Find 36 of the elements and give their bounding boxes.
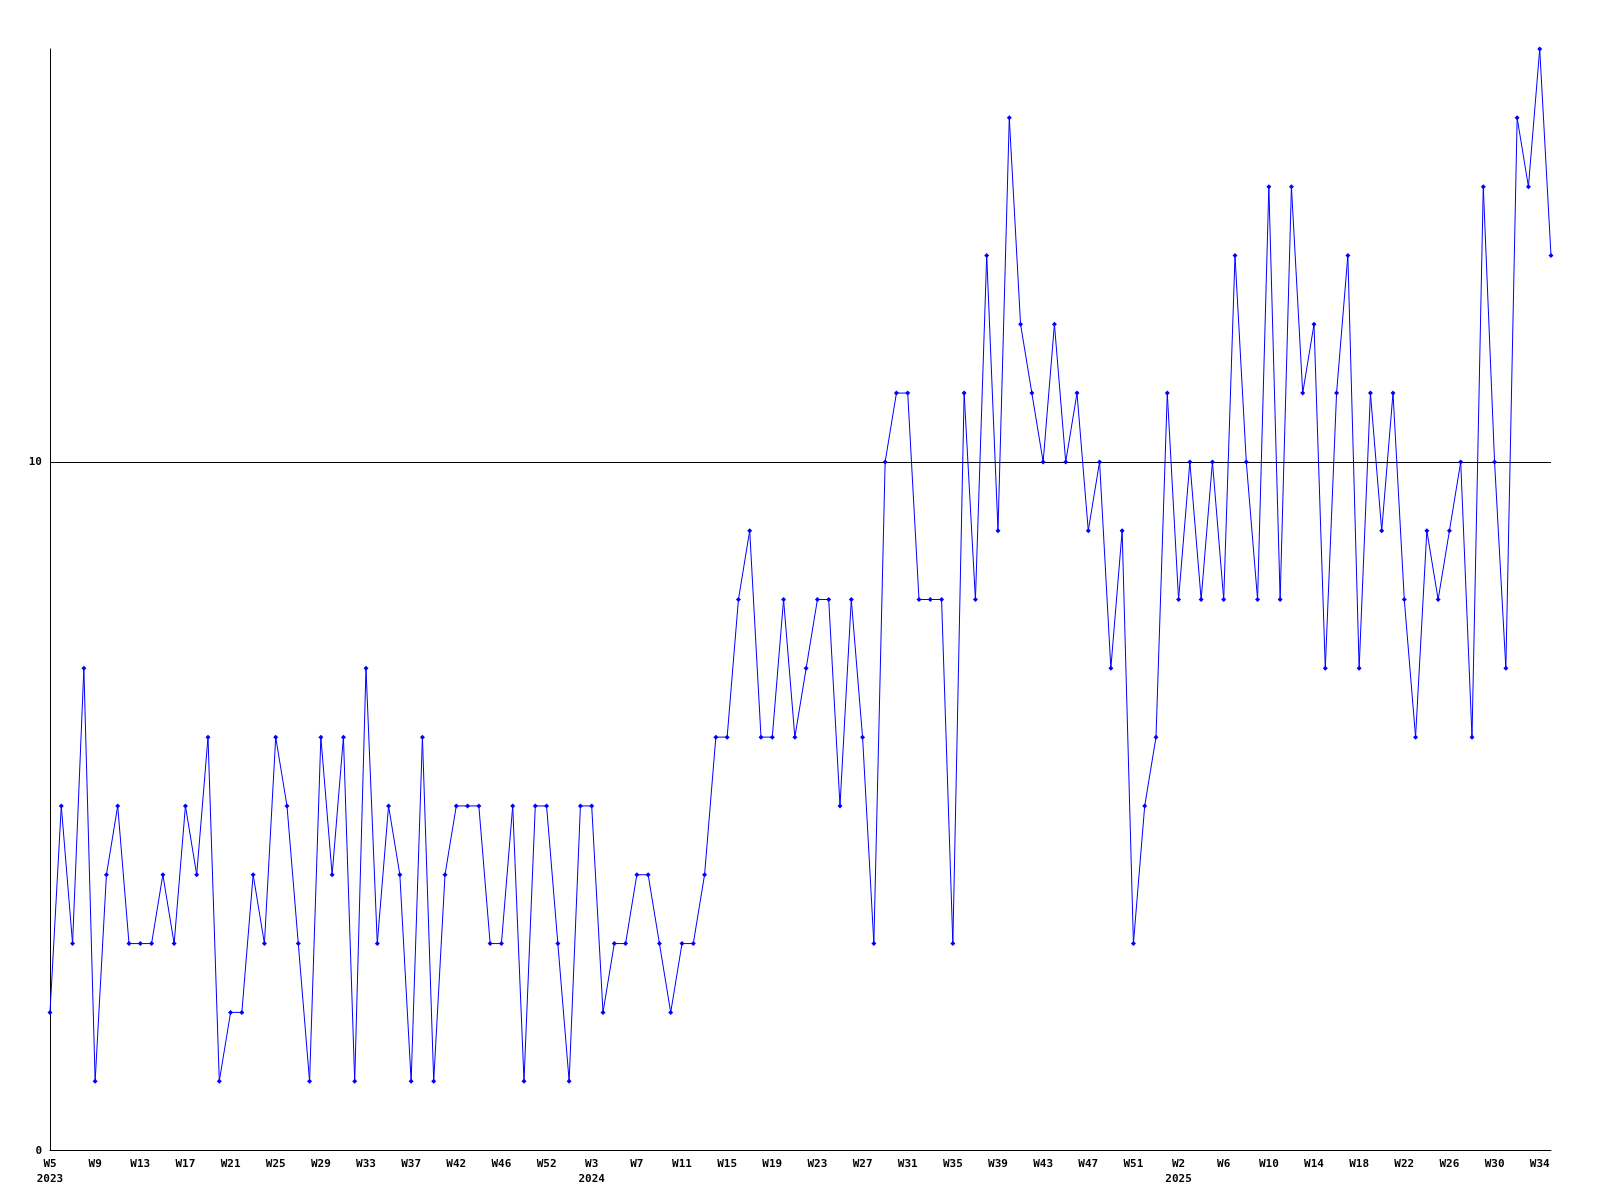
y-tick-label: 0 bbox=[35, 1143, 42, 1157]
x-tick-label: W3 2024 bbox=[578, 1157, 606, 1185]
x-tick-label: W30 bbox=[1484, 1157, 1505, 1170]
x-tick-label: W22 bbox=[1394, 1157, 1415, 1170]
x-tick-label: W25 bbox=[265, 1157, 286, 1170]
x-tick-label: W18 bbox=[1349, 1157, 1370, 1170]
x-tick-label: W42 bbox=[446, 1157, 467, 1170]
x-tick-label: W34 bbox=[1529, 1157, 1551, 1170]
x-tick-label: W13 bbox=[130, 1157, 151, 1170]
x-tick-label: W27 bbox=[852, 1157, 873, 1170]
x-tick-label: W14 bbox=[1304, 1157, 1325, 1170]
x-tick-label: W31 bbox=[897, 1157, 919, 1170]
x-tick-label: W33 bbox=[356, 1157, 376, 1170]
x-tick-label: W37 bbox=[401, 1157, 422, 1170]
x-tick-label: W46 bbox=[491, 1157, 512, 1170]
x-tick-label: W11 bbox=[672, 1157, 693, 1170]
x-tick-label: W52 bbox=[536, 1157, 557, 1170]
x-tick-label: W5 2023 bbox=[36, 1157, 64, 1185]
x-tick-label: W43 bbox=[1033, 1157, 1054, 1170]
x-tick-label: W15 bbox=[717, 1157, 738, 1170]
x-tick-label: W7 bbox=[630, 1157, 644, 1170]
x-tick-label: W6 bbox=[1217, 1157, 1231, 1170]
x-tick-label: W26 bbox=[1439, 1157, 1460, 1170]
x-tick-label: W35 bbox=[942, 1157, 963, 1170]
x-tick-label: W47 bbox=[1078, 1157, 1099, 1170]
x-tick-label: W29 bbox=[310, 1157, 331, 1170]
x-tick-label: W2 2025 bbox=[1165, 1157, 1192, 1185]
y-tick-label: 10 bbox=[28, 455, 42, 469]
x-tick-label: W9 bbox=[88, 1157, 102, 1170]
x-tick-label: W21 bbox=[220, 1157, 241, 1170]
x-tick-label: W19 bbox=[762, 1157, 783, 1170]
x-tick-label: W17 bbox=[175, 1157, 196, 1170]
x-tick-label: W10 bbox=[1258, 1157, 1279, 1170]
x-tick-label: W39 bbox=[988, 1157, 1008, 1170]
x-tick-label: W23 bbox=[807, 1157, 828, 1170]
x-tick-label: W51 bbox=[1123, 1157, 1144, 1170]
